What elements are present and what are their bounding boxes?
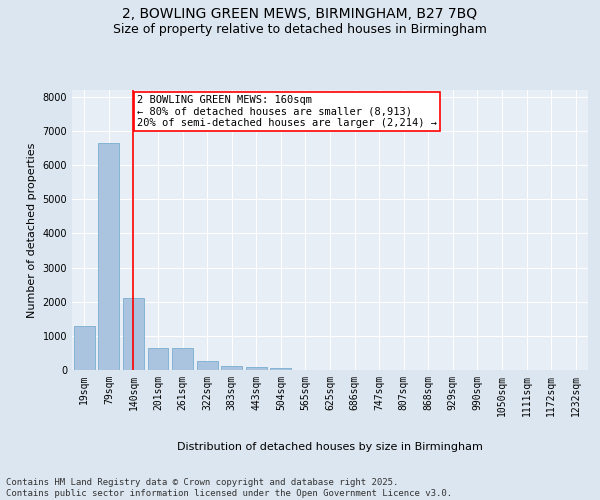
Text: 2, BOWLING GREEN MEWS, BIRMINGHAM, B27 7BQ: 2, BOWLING GREEN MEWS, BIRMINGHAM, B27 7… xyxy=(122,8,478,22)
Bar xyxy=(148,348,169,370)
Bar xyxy=(197,361,218,370)
Y-axis label: Number of detached properties: Number of detached properties xyxy=(27,142,37,318)
Text: Contains HM Land Registry data © Crown copyright and database right 2025.
Contai: Contains HM Land Registry data © Crown c… xyxy=(6,478,452,498)
Bar xyxy=(74,326,95,370)
Bar xyxy=(172,348,193,370)
Bar xyxy=(246,367,267,370)
Bar xyxy=(271,368,292,370)
Text: Distribution of detached houses by size in Birmingham: Distribution of detached houses by size … xyxy=(177,442,483,452)
Bar xyxy=(221,366,242,370)
Bar xyxy=(98,143,119,370)
Text: 2 BOWLING GREEN MEWS: 160sqm
← 80% of detached houses are smaller (8,913)
20% of: 2 BOWLING GREEN MEWS: 160sqm ← 80% of de… xyxy=(137,95,437,128)
Bar xyxy=(123,298,144,370)
Text: Size of property relative to detached houses in Birmingham: Size of property relative to detached ho… xyxy=(113,22,487,36)
